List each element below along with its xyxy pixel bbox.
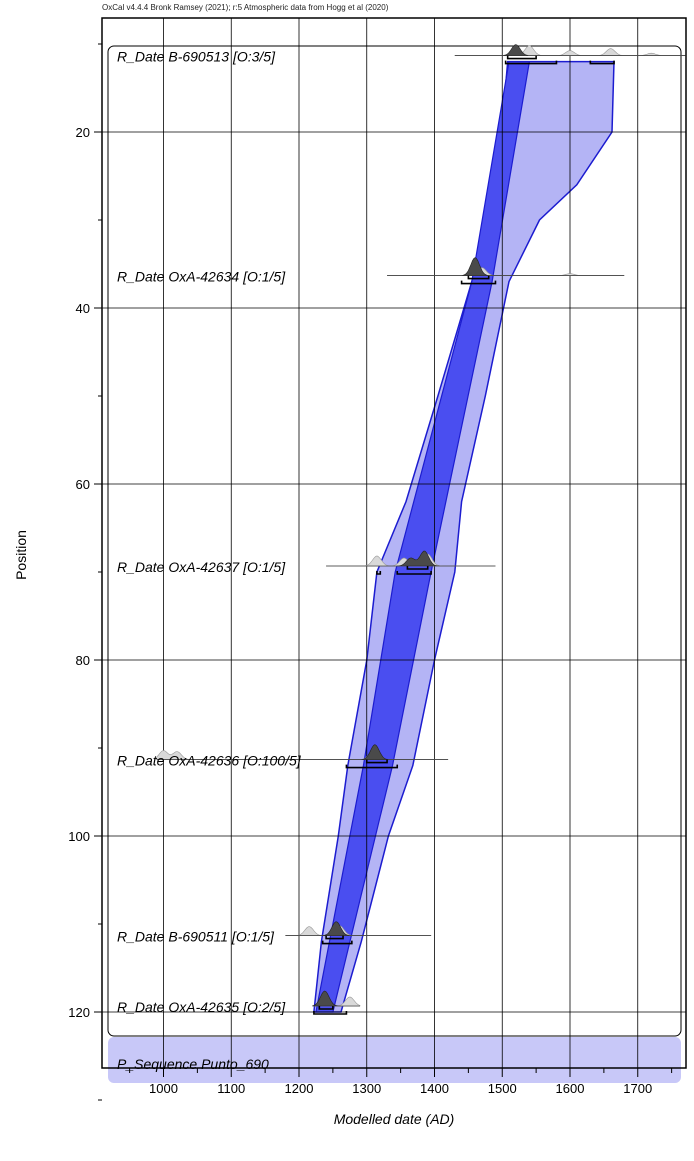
y-tick-label: 80 — [76, 653, 90, 668]
envelope-68 — [315, 61, 531, 1013]
y-axis-label: Position — [13, 530, 29, 580]
range-95-bracket — [589, 60, 615, 65]
axes-layer: 1000 1100 1200 1300 1400 1500 1600 1700 20 40 60 80… — [68, 43, 673, 1101]
chart-header: OxCal v4.4.4 Bronk Ramsey (2021); r:5 At… — [102, 3, 389, 12]
y-tick-label: 120 — [68, 1005, 90, 1020]
date-label: R_Date OxA-42637 [O:1/5] — [117, 559, 286, 575]
range-68-bracket — [325, 935, 344, 940]
y-tick-label: 20 — [76, 125, 90, 140]
range-95-bracket — [396, 571, 432, 575]
date-label: R_Date OxA-42635 [O:2/5] — [117, 999, 286, 1015]
x-axis-label: Modelled date (AD) — [334, 1111, 455, 1127]
posterior-distribution — [156, 744, 449, 760]
sequence-label: P_Sequence Punto_690 — [117, 1056, 269, 1072]
range-95-bracket — [321, 940, 353, 945]
x-tick-label: 1000 — [149, 1081, 178, 1096]
x-tick-label: 1300 — [352, 1081, 381, 1096]
range-95-bracket — [504, 60, 558, 65]
grid-layer — [102, 18, 686, 1068]
y-tick-label: 60 — [76, 477, 90, 492]
posterior-distribution — [454, 44, 686, 56]
posterior-distribution — [285, 921, 432, 936]
range-95-bracket — [345, 764, 399, 769]
range-95-bracket — [376, 571, 382, 575]
date-label: R_Date B-690511 [O:1/5] — [117, 929, 275, 945]
posterior-distribution — [326, 550, 496, 567]
range-68-bracket — [467, 275, 490, 280]
date-label: R_Date OxA-42634 [O:1/5] — [117, 269, 286, 285]
date-label: R_Date B-690513 [O:3/5] — [117, 49, 276, 65]
posterior-distribution — [387, 257, 625, 276]
x-tick-label: 1600 — [556, 1081, 585, 1096]
range-95-bracket — [460, 280, 497, 285]
y-tick-label: 100 — [68, 829, 90, 844]
x-tick-label: 1200 — [285, 1081, 314, 1096]
x-tick-label: 1500 — [488, 1081, 517, 1096]
x-tick-label: 1400 — [420, 1081, 449, 1096]
y-tick-label: 40 — [76, 301, 90, 316]
date-label: R_Date OxA-42636 [O:100/5] — [117, 753, 302, 769]
posterior-distribution — [312, 990, 360, 1007]
distribution-layer — [156, 44, 686, 1015]
range-68-bracket — [506, 55, 537, 60]
envelope-layer — [313, 60, 615, 1013]
range-95-bracket — [313, 1011, 348, 1015]
range-68-bracket — [406, 566, 429, 570]
plot-frame — [101, 17, 687, 1069]
range-68-bracket — [365, 759, 388, 764]
range-68-bracket — [318, 1006, 334, 1010]
x-tick-label: 1100 — [217, 1081, 245, 1096]
label-layer: R_Date B-690513 [O:3/5] R_Date OxA-42634 … — [117, 49, 302, 1015]
x-tick-label: 1700 — [623, 1081, 652, 1096]
sequence-box — [107, 45, 682, 1037]
sequence-band — [108, 1037, 681, 1083]
